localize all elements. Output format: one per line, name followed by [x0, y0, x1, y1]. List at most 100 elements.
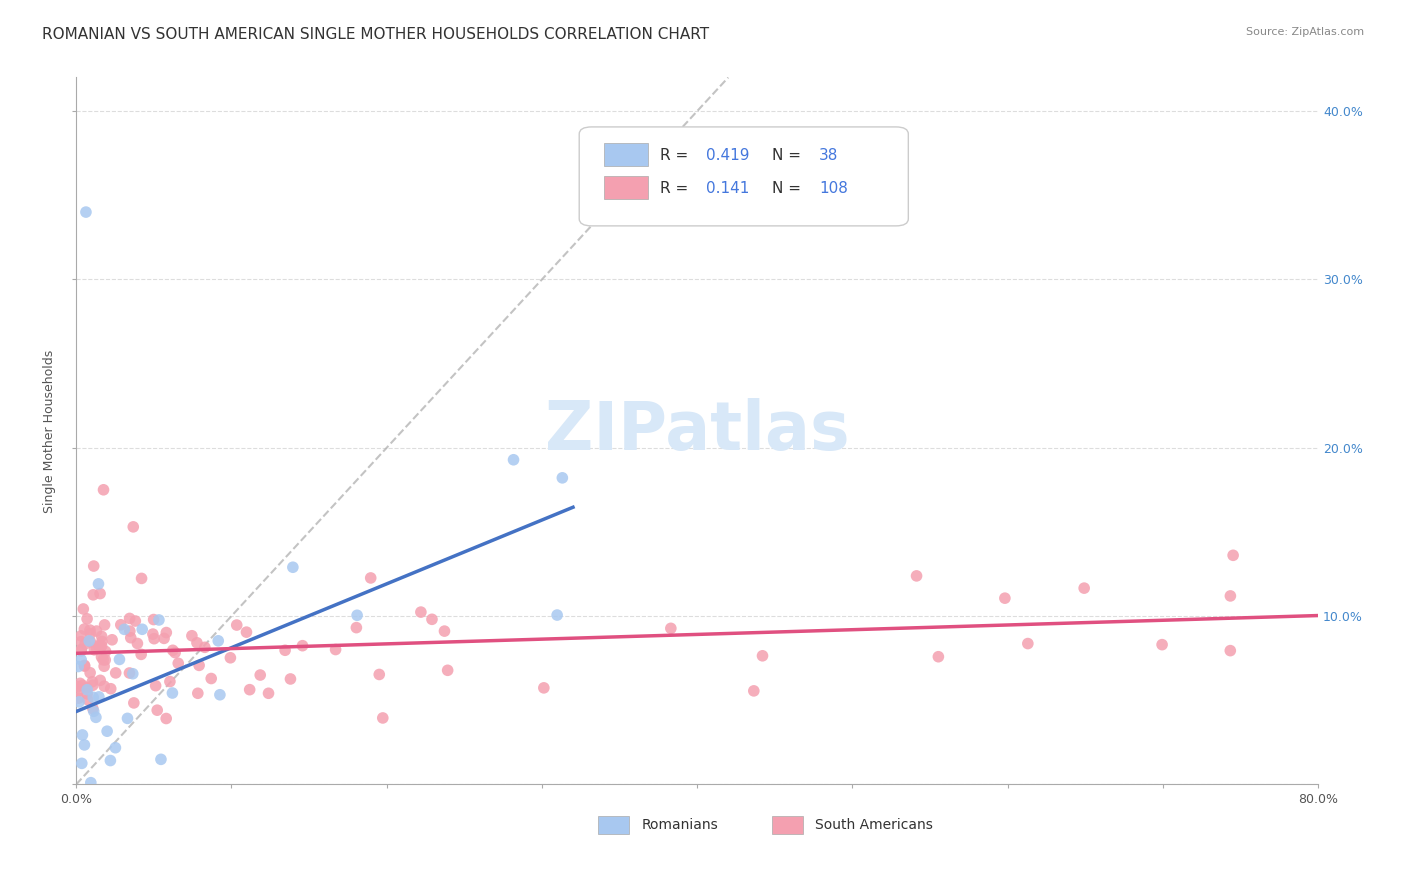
Point — [1219, 589, 1241, 603]
Point — [281, 560, 304, 574]
Point — [994, 591, 1017, 606]
Point — [70, 653, 93, 667]
Point — [122, 520, 145, 534]
Point — [82, 701, 104, 715]
Point — [742, 684, 765, 698]
Point — [70, 629, 93, 643]
Point — [225, 618, 247, 632]
Point — [96, 724, 118, 739]
Point — [86, 834, 108, 848]
Text: ZIPatlas: ZIPatlas — [546, 398, 849, 464]
Point — [79, 634, 101, 648]
Point — [274, 643, 297, 657]
Point — [70, 790, 93, 805]
Text: N =: N = — [772, 181, 806, 196]
FancyBboxPatch shape — [579, 127, 908, 226]
Point — [91, 634, 114, 648]
Text: 0.419: 0.419 — [706, 148, 749, 162]
Point — [346, 608, 368, 623]
Point — [1152, 638, 1174, 652]
Point — [100, 681, 122, 696]
Point — [751, 648, 773, 663]
Point — [67, 691, 90, 706]
Point — [927, 649, 949, 664]
Point — [79, 626, 101, 640]
Point — [235, 625, 257, 640]
Bar — [605, 144, 648, 166]
Point — [905, 569, 928, 583]
Point — [1222, 549, 1244, 563]
Point — [165, 646, 187, 660]
Point — [67, 695, 90, 709]
Text: ROMANIAN VS SOUTH AMERICAN SINGLE MOTHER HOUSEHOLDS CORRELATION CHART: ROMANIAN VS SOUTH AMERICAN SINGLE MOTHER… — [42, 27, 709, 42]
Point — [188, 658, 211, 673]
Bar — [605, 177, 648, 199]
Text: R =: R = — [659, 148, 693, 162]
Point — [94, 653, 117, 667]
Point — [371, 711, 394, 725]
Point — [146, 703, 169, 717]
Point — [73, 738, 96, 752]
Point — [75, 637, 97, 651]
Bar — [598, 816, 628, 834]
Point — [149, 752, 172, 766]
Point — [360, 571, 382, 585]
Point — [551, 471, 574, 485]
Point — [162, 686, 184, 700]
Point — [89, 586, 111, 600]
Point — [66, 680, 89, 694]
Point — [90, 629, 112, 643]
Point — [76, 692, 98, 706]
Point — [84, 710, 107, 724]
Point — [159, 674, 181, 689]
Point — [82, 674, 104, 689]
Point — [87, 639, 110, 653]
Point — [257, 686, 280, 700]
Point — [117, 711, 139, 725]
Point — [433, 624, 456, 639]
Point — [73, 826, 96, 840]
Point — [167, 657, 190, 671]
Point — [75, 205, 97, 219]
Point — [208, 688, 231, 702]
Point — [91, 653, 114, 667]
Point — [659, 621, 682, 635]
Point — [82, 678, 104, 692]
Point — [79, 623, 101, 637]
Point — [80, 775, 103, 789]
Point — [325, 642, 347, 657]
Point — [1219, 643, 1241, 657]
Point — [533, 681, 555, 695]
Point — [108, 652, 131, 666]
Point — [72, 728, 94, 742]
Point — [121, 666, 143, 681]
Point — [101, 632, 124, 647]
Point — [122, 696, 145, 710]
Point — [86, 624, 108, 638]
Point — [194, 640, 217, 655]
Point — [153, 632, 176, 646]
Point — [129, 648, 152, 662]
Text: Source: ZipAtlas.com: Source: ZipAtlas.com — [1246, 27, 1364, 37]
Point — [155, 625, 177, 640]
Text: R =: R = — [659, 181, 693, 196]
Point — [104, 665, 127, 680]
Point — [187, 686, 209, 700]
Point — [76, 612, 98, 626]
Point — [70, 634, 93, 648]
Point — [80, 794, 103, 808]
Point — [100, 754, 122, 768]
Point — [90, 639, 112, 653]
Text: South Americans: South Americans — [815, 818, 934, 831]
Text: 38: 38 — [818, 148, 838, 162]
Point — [409, 605, 432, 619]
Point — [142, 613, 165, 627]
Point — [1017, 636, 1039, 650]
Point — [104, 740, 127, 755]
Point — [69, 676, 91, 690]
Point — [83, 559, 105, 574]
Point — [124, 614, 146, 628]
Point — [70, 756, 93, 771]
Point — [72, 678, 94, 692]
Point — [118, 611, 141, 625]
